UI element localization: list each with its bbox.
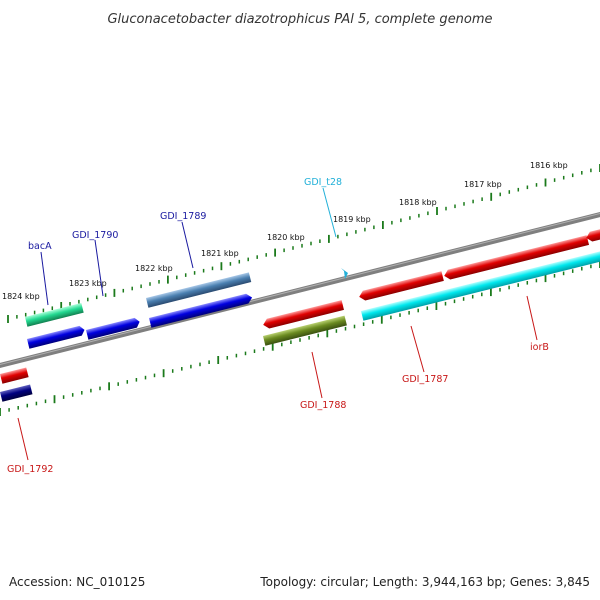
- label-leaders: [17, 187, 538, 461]
- gene-label-iorB: iorB: [530, 342, 549, 353]
- gene-label-gdi1787: GDI_1787: [402, 374, 448, 385]
- gene-label-gdi1792: GDI_1792: [7, 464, 53, 475]
- kbp-label: 1823 kbp: [69, 279, 107, 288]
- gene-gdi1788-comp[interactable]: [263, 315, 347, 346]
- gene-labels: bacA GDI_1790 GDI_1789 GDI_t28 GDI_1788 …: [7, 177, 549, 475]
- kbp-label: 1819 kbp: [333, 215, 371, 224]
- gene-gdi1787-upper[interactable]: [358, 271, 444, 302]
- gene-label-gdi1788: GDI_1788: [300, 400, 346, 411]
- kbp-label: 1816 kbp: [530, 161, 568, 170]
- gene-label-gdi1789: GDI_1789: [160, 211, 206, 222]
- gene-label-gdi1790: GDI_1790: [72, 230, 118, 241]
- genome-backbone-highlight: [0, 213, 600, 365]
- gene-unnamed-blue-1[interactable]: [27, 325, 86, 349]
- gene-features[interactable]: [0, 225, 600, 402]
- kbp-label: 1821 kbp: [201, 249, 239, 258]
- inner-tick-track: [0, 260, 600, 416]
- gene-unnamed-blue-2[interactable]: [149, 293, 253, 328]
- gene-gdi1790[interactable]: [86, 317, 141, 340]
- kbp-label: 1822 kbp: [135, 264, 173, 273]
- kbp-label: 1817 kbp: [464, 180, 502, 189]
- map-title: Gluconacetobacter diazotrophicus PAl 5, …: [107, 12, 492, 27]
- gene-gdi1788[interactable]: [262, 300, 344, 330]
- gene-gdi1792-navy[interactable]: [0, 384, 33, 402]
- kbp-label: 1818 kbp: [399, 198, 437, 207]
- gene-label-gdit28: GDI_t28: [304, 177, 342, 188]
- outer-tick-track: [7, 164, 600, 323]
- genome-backbone: [0, 211, 600, 369]
- kbp-label: 1824 kbp: [2, 292, 40, 301]
- gene-cyan[interactable]: [361, 250, 600, 321]
- gene-bacA[interactable]: [25, 302, 84, 327]
- topology-text: Topology: circular; Length: 3,944,163 bp…: [259, 575, 590, 589]
- gene-edge-red[interactable]: [585, 225, 600, 243]
- accession-text: Accession: NC_010125: [9, 575, 145, 589]
- kbp-label: 1820 kbp: [267, 233, 305, 242]
- gene-label-bacA: bacA: [28, 241, 52, 252]
- gene-iorB[interactable]: [443, 235, 590, 281]
- kbp-labels: 1824 kbp 1823 kbp 1822 kbp 1821 kbp 1820…: [2, 161, 568, 301]
- trna-marker[interactable]: [341, 268, 348, 279]
- gene-gdi1792-red[interactable]: [0, 367, 29, 384]
- gene-gdi1789[interactable]: [146, 272, 252, 308]
